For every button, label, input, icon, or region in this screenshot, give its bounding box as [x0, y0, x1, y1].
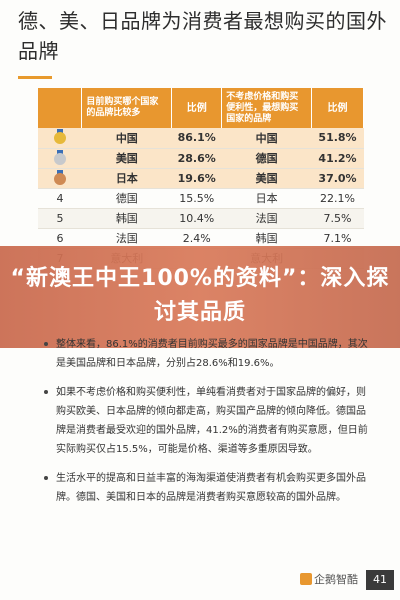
list-item: 如果不考虑价格和购买便利性，单纯看消费者对于国家品牌的偏好，则购买欧美、日本品牌… [44, 383, 374, 459]
rank-cell: 4 [38, 188, 82, 209]
rank-cell: 5 [38, 208, 82, 229]
brand-ranking-table: 目前购买哪个国家的品牌比较多 比例 不考虑价格和购买便利性，最想购买国家的品牌 … [38, 88, 364, 269]
gold-medal-icon [53, 129, 66, 145]
bullet-dot-icon [44, 342, 48, 346]
table-header-row: 目前购买哪个国家的品牌比较多 比例 不考虑价格和购买便利性，最想购买国家的品牌 … [38, 88, 364, 128]
rank-cell [38, 128, 82, 149]
penguin-logo-icon [300, 573, 312, 585]
table-row: 日本 19.6% 美国 37.0% [38, 168, 364, 189]
current-country-cell: 中国 [81, 128, 172, 149]
rank-cell: 6 [38, 228, 82, 249]
preferred-country-cell: 法国 [221, 208, 312, 229]
rank-header [38, 88, 83, 128]
current-country-cell: 美国 [81, 148, 172, 169]
preferred-country-cell: 美国 [221, 168, 312, 189]
current-ratio-cell: 86.1% [171, 128, 222, 149]
rank-cell [38, 168, 82, 189]
table-row: 美国 28.6% 德国 41.2% [38, 148, 364, 169]
bronze-medal-icon [53, 169, 66, 185]
preferred-country-cell: 中国 [221, 128, 312, 149]
current-country-header: 目前购买哪个国家的品牌比较多 [81, 88, 173, 128]
title-underline [18, 76, 52, 79]
current-ratio-cell: 19.6% [171, 168, 222, 189]
preferred-ratio-cell: 37.0% [311, 168, 364, 189]
bullet-list: 整体来看，86.1%的消费者目前购买最多的国家品牌是中国品牌，其次是美国品牌和日… [44, 335, 374, 517]
current-ratio-cell: 28.6% [171, 148, 222, 169]
preferred-ratio-cell: 7.5% [311, 208, 364, 229]
current-ratio-header: 比例 [171, 88, 223, 128]
preferred-country-cell: 韩国 [221, 228, 312, 249]
page-number: 41 [366, 570, 394, 590]
current-country-cell: 德国 [81, 188, 172, 209]
preferred-ratio-cell: 51.8% [311, 128, 364, 149]
current-ratio-cell: 10.4% [171, 208, 222, 229]
bullet-dot-icon [44, 390, 48, 394]
preferred-ratio-cell: 41.2% [311, 148, 364, 169]
overlay-banner [0, 246, 400, 348]
current-ratio-cell: 2.4% [171, 228, 222, 249]
preferred-ratio-cell: 22.1% [311, 188, 364, 209]
rank-cell [38, 148, 82, 169]
bullet-dot-icon [44, 476, 48, 480]
silver-medal-icon [53, 149, 66, 165]
preferred-country-cell: 日本 [221, 188, 312, 209]
list-item: 整体来看，86.1%的消费者目前购买最多的国家品牌是中国品牌，其次是美国品牌和日… [44, 335, 374, 373]
table-row: 4 德国 15.5% 日本 22.1% [38, 188, 364, 209]
brand-name: 企鹅智酷 [314, 573, 358, 586]
brand-logo: 企鹅智酷 [300, 570, 362, 590]
list-item: 生活水平的提高和日益丰富的海淘渠道使消费者有机会购买更多国外品牌。德国、美国和日… [44, 469, 374, 507]
preferred-country-header: 不考虑价格和购买便利性，最想购买国家的品牌 [221, 88, 313, 128]
current-country-cell: 韩国 [81, 208, 172, 229]
table-row: 中国 86.1% 中国 51.8% [38, 128, 364, 149]
preferred-country-cell: 德国 [221, 148, 312, 169]
bullet-text: 整体来看，86.1%的消费者目前购买最多的国家品牌是中国品牌，其次是美国品牌和日… [56, 339, 368, 369]
current-country-cell: 日本 [81, 168, 172, 189]
preferred-ratio-header: 比例 [311, 88, 364, 128]
current-country-cell: 法国 [81, 228, 172, 249]
banner-headline: “新澳王中王100%的资料”：深入探讨其品质 [10, 266, 390, 325]
page-title: 德、美、日品牌为消费者最想购买的国外品牌 [18, 9, 387, 63]
bullet-text: 生活水平的提高和日益丰富的海淘渠道使消费者有机会购买更多国外品牌。德国、美国和日… [56, 473, 366, 503]
table-row: 6 法国 2.4% 韩国 7.1% [38, 228, 364, 249]
bullet-text: 如果不考虑价格和购买便利性，单纯看消费者对于国家品牌的偏好，则购买欧美、日本品牌… [56, 387, 368, 455]
current-ratio-cell: 15.5% [171, 188, 222, 209]
table-row: 5 韩国 10.4% 法国 7.5% [38, 208, 364, 229]
preferred-ratio-cell: 7.1% [311, 228, 364, 249]
